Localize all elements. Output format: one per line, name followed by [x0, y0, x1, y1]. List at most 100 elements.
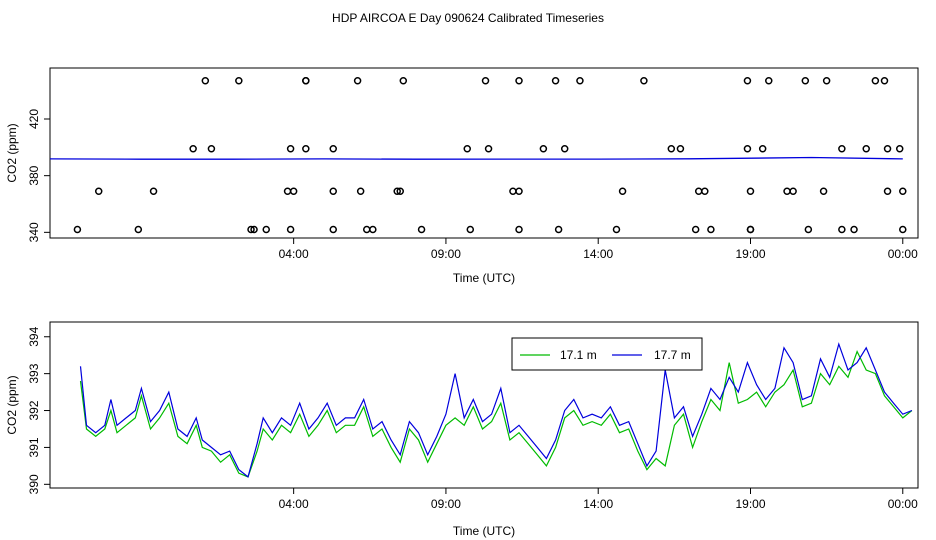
calibration-point [515, 77, 523, 85]
panel-bottom-ylabel: CO2 (ppm) [5, 375, 19, 434]
panel-top-xtick-label: 14:00 [583, 247, 613, 261]
calibration-point [393, 187, 401, 195]
calibration-point [576, 77, 584, 85]
calibration-point [707, 225, 715, 234]
calibration-point [329, 145, 337, 153]
calibration-point [883, 187, 892, 195]
calibration-point [463, 145, 471, 153]
calibration-point [819, 187, 828, 195]
calibration-point [862, 145, 870, 153]
legend-label-17-7m: 17.7 m [654, 348, 691, 362]
panel-bottom-xtick-label: 00:00 [888, 497, 918, 511]
calibration-point [801, 77, 810, 85]
calibration-point [353, 77, 362, 85]
panel-top-ytick-label: 340 [27, 222, 41, 242]
calibration-point [509, 187, 517, 195]
calibration-point [746, 187, 755, 195]
calibration-point [880, 77, 889, 85]
calibration-point [783, 187, 791, 195]
calibration-point [515, 225, 523, 234]
panel-top-xtick-label: 04:00 [279, 247, 309, 261]
panel-bottom-xtick-label: 19:00 [735, 497, 765, 511]
calibration-point [804, 225, 813, 234]
calibration-point [466, 225, 475, 234]
calibration-point [883, 145, 892, 153]
calibration-point [329, 225, 337, 234]
calibration-point [743, 145, 752, 153]
calibration-point [551, 77, 560, 85]
legend: 17.1 m 17.7 m [511, 337, 703, 371]
calibration-point [899, 187, 907, 195]
calibration-point [289, 187, 298, 195]
panel-top-xtick-label: 09:00 [431, 247, 461, 261]
calibration-point [694, 187, 703, 195]
calibration-point [618, 187, 627, 195]
calibration-point [838, 145, 846, 153]
calibration-point [765, 77, 773, 85]
calibration-point [481, 77, 490, 85]
series-line-17-1-m [79, 349, 913, 478]
calibration-point [399, 77, 408, 85]
calibration-point [73, 225, 82, 234]
calibration-point [189, 145, 197, 153]
calibration-point [262, 225, 270, 234]
panel-bottom-xtick-label: 09:00 [431, 497, 461, 511]
panel-top-ylabel: CO2 (ppm) [5, 123, 19, 182]
legend-label-17-1m: 17.1 m [560, 348, 597, 362]
calibration-point [560, 145, 569, 153]
calibration-point [701, 187, 709, 195]
calibration-point [838, 225, 846, 234]
panel-top-marks [49, 77, 907, 234]
calibration-point [822, 77, 831, 85]
panel-bottom-ytick-label: 392 [27, 400, 41, 420]
series-line-17-7-m [79, 342, 913, 478]
panel-bottom-ytick-label: 390 [27, 474, 41, 494]
panel-top-xtick-label: 19:00 [735, 247, 765, 261]
calibration-point [515, 187, 523, 195]
calibration-point [94, 187, 103, 195]
calibration-point [667, 145, 676, 153]
panel-bottom-marks [79, 342, 913, 478]
calibration-point [286, 225, 295, 234]
panel-bottom-xlabel: Time (UTC) [453, 524, 515, 538]
calibration-point [789, 187, 797, 195]
calibration-point [329, 187, 337, 195]
calibration-point [895, 145, 904, 153]
panel-top-frame [49, 67, 919, 239]
calibration-point [134, 225, 143, 234]
panel-bottom-axes: 04:00 09:00 14:00 19:00 00:00 390 391 392 393 394 [27, 326, 918, 511]
calibration-point [539, 145, 548, 153]
calibration-point [235, 77, 243, 85]
panel-top: 04:00 09:00 14:00 19:00 00:00 340 380 420 Time … [5, 67, 919, 285]
calibration-point [201, 77, 210, 85]
calibration-point [362, 225, 371, 234]
calibration-point [207, 145, 216, 153]
baseline-series-line [49, 156, 903, 160]
calibration-point [247, 225, 255, 234]
panel-bottom-xtick-label: 14:00 [583, 497, 613, 511]
chart-title: HDP AIRCOA E Day 090624 Calibrated Times… [332, 11, 604, 25]
calibration-point [676, 145, 685, 153]
calibration-point [302, 77, 310, 85]
calibration-point [746, 225, 755, 234]
calibration-point [356, 187, 365, 195]
calibration-point [850, 225, 858, 234]
calibration-point [396, 187, 404, 195]
panel-bottom-ytick-label: 393 [27, 363, 41, 383]
panel-bottom-ytick-label: 391 [27, 437, 41, 457]
calibration-point [283, 187, 292, 195]
panel-bottom: 04:00 09:00 14:00 19:00 00:00 390 391 392 393 394… [5, 321, 919, 538]
calibration-point [691, 225, 700, 234]
calibration-point [369, 225, 377, 234]
calibration-point [871, 77, 880, 85]
calibration-point [554, 225, 563, 234]
panel-top-axes: 04:00 09:00 14:00 19:00 00:00 340 380 420 [27, 109, 918, 261]
calibration-point [286, 145, 295, 153]
panel-top-ytick-label: 420 [27, 109, 41, 129]
panel-top-xtick-label: 00:00 [888, 247, 918, 261]
calibration-point [302, 145, 310, 153]
panel-bottom-ytick-label: 394 [27, 326, 41, 346]
panel-top-ytick-label: 380 [27, 165, 41, 185]
panel-bottom-xtick-label: 04:00 [279, 497, 309, 511]
